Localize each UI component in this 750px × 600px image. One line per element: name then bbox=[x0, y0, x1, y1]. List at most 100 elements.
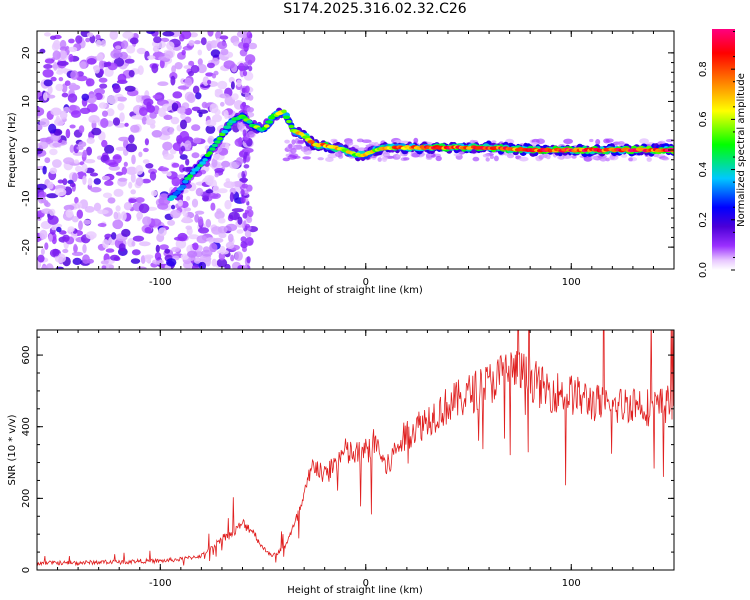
noise-blob bbox=[396, 154, 401, 158]
noise-blob bbox=[209, 192, 221, 199]
noise-blob bbox=[138, 241, 151, 247]
noise-blob bbox=[197, 227, 210, 234]
noise-blob bbox=[242, 70, 248, 77]
noise-blob bbox=[246, 216, 253, 223]
noise-blob bbox=[154, 251, 162, 261]
noise-blob bbox=[52, 50, 61, 60]
ridge-blob bbox=[265, 120, 274, 124]
noise-blob bbox=[557, 155, 564, 160]
noise-blob bbox=[212, 185, 220, 194]
ridge-blob bbox=[175, 190, 181, 195]
noise-blob bbox=[207, 135, 215, 145]
noise-blob bbox=[159, 59, 165, 69]
noise-blob bbox=[68, 46, 78, 52]
noise-blob bbox=[55, 115, 61, 123]
noise-blob bbox=[69, 182, 76, 188]
noise-blob bbox=[161, 126, 173, 136]
ridge-blob bbox=[223, 125, 232, 129]
noise-blob bbox=[58, 77, 64, 82]
noise-blob bbox=[107, 197, 116, 204]
snr-frame bbox=[36, 329, 675, 571]
noise-blob bbox=[73, 243, 78, 254]
noise-blob bbox=[132, 235, 145, 242]
noise-blob bbox=[53, 39, 61, 50]
noise-blob bbox=[37, 260, 42, 269]
noise-blob bbox=[167, 219, 176, 226]
noise-blob bbox=[52, 159, 62, 168]
noise-blob bbox=[144, 227, 152, 234]
noise-blob bbox=[243, 220, 247, 226]
noise-blob bbox=[69, 124, 76, 129]
noise-blob bbox=[224, 199, 232, 210]
noise-blob bbox=[93, 202, 102, 212]
noise-blob bbox=[302, 156, 312, 160]
noise-blob bbox=[126, 166, 138, 175]
noise-blob bbox=[212, 114, 222, 123]
noise-blob bbox=[144, 254, 154, 259]
noise-blob bbox=[219, 245, 226, 255]
noise-blob bbox=[59, 230, 67, 235]
noise-blob bbox=[205, 218, 212, 228]
noise-blob bbox=[61, 83, 68, 93]
snr-panel: -100 0 100 0 200 400 600 Height of straight li… bbox=[7, 329, 675, 596]
noise-blob bbox=[50, 76, 57, 82]
noise-blob bbox=[240, 103, 246, 111]
noise-blob bbox=[243, 265, 248, 269]
noise-blob bbox=[210, 202, 216, 211]
noise-blob bbox=[119, 112, 125, 122]
noise-blob bbox=[158, 134, 171, 141]
noise-blob bbox=[109, 254, 120, 261]
noise-blob bbox=[382, 152, 390, 158]
noise-blob bbox=[63, 204, 75, 211]
noise-blob bbox=[206, 62, 215, 69]
noise-blob bbox=[142, 216, 152, 226]
noise-blob bbox=[131, 249, 141, 256]
noise-blob bbox=[220, 48, 229, 56]
noise-blob bbox=[91, 127, 102, 136]
noise-blob bbox=[361, 139, 372, 143]
noise-blob bbox=[214, 88, 223, 94]
noise-blob bbox=[135, 177, 144, 187]
noise-blob bbox=[246, 107, 254, 113]
noise-blob bbox=[220, 101, 225, 107]
noise-blob bbox=[507, 154, 514, 159]
noise-blob bbox=[37, 124, 43, 131]
noise-blob bbox=[47, 215, 59, 225]
noise-blob bbox=[56, 70, 64, 75]
colorbar: 0.0 0.2 0.4 0.6 0.8 Normalized spectral ampl… bbox=[698, 29, 747, 278]
noise-blob bbox=[242, 129, 247, 137]
noise-blob bbox=[78, 141, 87, 148]
noise-blob bbox=[78, 125, 85, 134]
noise-blob bbox=[196, 235, 208, 244]
noise-blob bbox=[63, 106, 70, 113]
noise-blob bbox=[123, 161, 128, 167]
noise-blob bbox=[100, 39, 106, 47]
noise-blob bbox=[191, 198, 199, 208]
noise-blob bbox=[50, 107, 62, 116]
noise-blob bbox=[214, 173, 219, 178]
noise-blob bbox=[182, 211, 188, 217]
noise-blob bbox=[81, 93, 90, 102]
noise-blob bbox=[105, 248, 115, 253]
noise-blob bbox=[82, 254, 90, 264]
colorbar-tick-label: 0.0 bbox=[698, 262, 709, 278]
noise-blob bbox=[518, 156, 529, 162]
noise-blob bbox=[100, 118, 109, 128]
y-tick-label: 400 bbox=[21, 417, 32, 436]
noise-blob bbox=[136, 47, 147, 55]
noise-blob bbox=[166, 171, 172, 177]
x-tick-label: -100 bbox=[149, 277, 172, 288]
noise-blob bbox=[177, 107, 186, 114]
noise-blob bbox=[563, 138, 573, 144]
ridge-blob bbox=[179, 184, 187, 189]
noise-blob bbox=[106, 108, 115, 117]
noise-blob bbox=[136, 211, 144, 220]
ridge-blob bbox=[202, 158, 208, 162]
noise-blob bbox=[223, 181, 236, 189]
y-tick-label: -20 bbox=[21, 239, 32, 255]
noise-blob bbox=[115, 146, 126, 151]
noise-blob bbox=[184, 77, 193, 88]
noise-blob bbox=[52, 142, 61, 148]
noise-blob bbox=[325, 157, 334, 162]
noise-blob bbox=[88, 115, 100, 124]
